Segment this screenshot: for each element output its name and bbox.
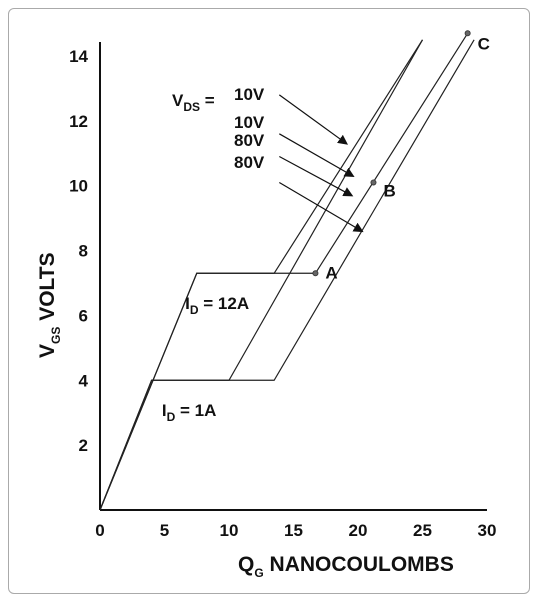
x-tick-1: 5	[160, 521, 169, 540]
charge-curves	[99, 32, 475, 511]
y-tick-3: 8	[79, 242, 88, 261]
chart-frame	[8, 8, 530, 594]
vds-arrow-3	[279, 181, 364, 233]
x-tick-5: 25	[413, 521, 432, 540]
vds-value-2: 10V	[234, 113, 265, 132]
curve-1	[99, 39, 475, 511]
vds-arrow-1	[279, 133, 355, 177]
point-c	[464, 30, 471, 37]
y-tick-6: 14	[69, 47, 88, 66]
x-tick-labels: 0 5 10 15 20 25 30	[95, 521, 496, 540]
id-label-1a: ID = 1A	[162, 401, 217, 424]
vds-arrow-2	[279, 156, 354, 197]
curve-3	[99, 32, 469, 511]
id-label-12a: ID = 12A	[185, 294, 249, 317]
y-tick-2: 6	[79, 306, 88, 325]
point-label-c: C	[478, 34, 490, 53]
x-tick-2: 10	[220, 521, 239, 540]
vds-value-1: 10V	[234, 85, 265, 104]
point-label-a: A	[325, 263, 337, 282]
y-tick-4: 10	[69, 177, 88, 196]
y-tick-0: 2	[79, 436, 88, 455]
y-tick-5: 12	[69, 112, 88, 131]
operating-points: A B C	[312, 30, 490, 282]
point-label-b: B	[383, 181, 395, 200]
point-b	[370, 179, 377, 186]
point-a	[312, 270, 319, 277]
vds-label: VDS =	[172, 91, 215, 114]
x-tick-6: 30	[478, 521, 497, 540]
x-tick-3: 15	[284, 521, 303, 540]
vds-value-4: 80V	[234, 153, 265, 172]
x-tick-4: 20	[349, 521, 368, 540]
y-axis-label: VGS VOLTS	[36, 252, 63, 358]
vds-value-3: 80V	[234, 131, 265, 150]
x-tick-0: 0	[95, 521, 104, 540]
axes	[99, 42, 487, 511]
curve-2	[99, 39, 424, 511]
x-axis-label: QG NANOCOULOMBS	[238, 553, 454, 580]
y-tick-1: 4	[79, 371, 89, 390]
curve-0	[99, 39, 424, 511]
vds-arrow-0	[278, 94, 349, 145]
y-tick-labels: 2 4 6 8 10 12 14	[69, 47, 88, 455]
vds-arrows	[278, 94, 364, 233]
